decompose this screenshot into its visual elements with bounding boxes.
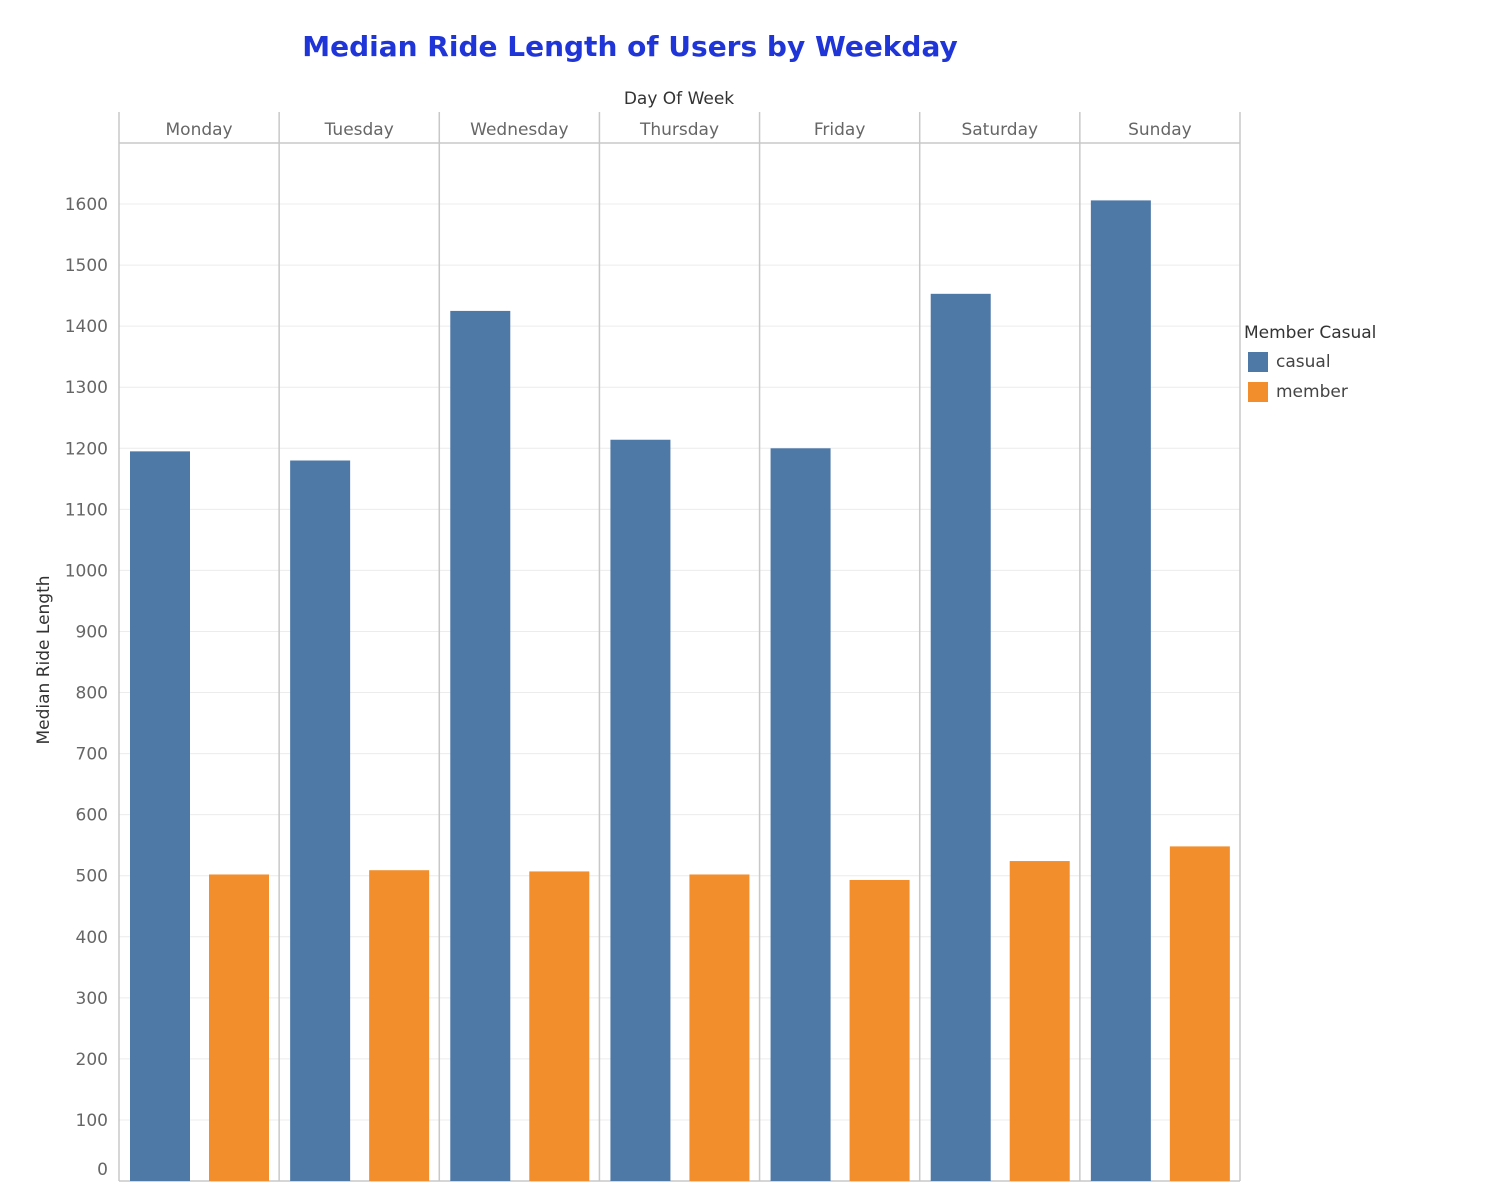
bar-tuesday-member [369, 870, 430, 1181]
y-tick-label: 1300 [65, 378, 108, 398]
chart-title: Median Ride Length of Users by Weekday [302, 30, 958, 63]
grid-lines [119, 203, 1240, 1121]
column-header-sunday: Sunday [1128, 120, 1192, 140]
column-header-tuesday: Tuesday [324, 120, 394, 140]
legend-item-member[interactable]: member [1244, 377, 1376, 407]
bar-wednesday-member [529, 871, 590, 1181]
legend-item-casual[interactable]: casual [1244, 347, 1376, 377]
legend-swatch-member [1248, 382, 1268, 402]
y-tick-label: 200 [76, 1050, 108, 1070]
column-header-wednesday: Wednesday [470, 120, 568, 140]
legend-title: Member Casual [1244, 323, 1377, 343]
column-header-saturday: Saturday [961, 120, 1038, 140]
y-tick-label: 0 [97, 1160, 108, 1180]
column-header-friday: Friday [814, 120, 866, 140]
bar-friday-casual [770, 448, 831, 1181]
y-tick-label: 100 [76, 1111, 108, 1131]
legend: Member Casual casual member [1244, 323, 1376, 407]
y-tick-label: 600 [76, 806, 108, 826]
bars [130, 200, 1230, 1182]
y-tick-label: 1200 [65, 439, 108, 459]
bar-tuesday-casual [290, 460, 351, 1182]
column-header-thursday: Thursday [639, 120, 719, 140]
bar-saturday-member [1009, 861, 1070, 1181]
y-tick-label: 300 [76, 989, 108, 1009]
column-headers: Monday Tuesday Wednesday Thursday Friday Satu… [166, 120, 1192, 140]
bar-monday-casual [130, 451, 190, 1181]
y-tick-label: 1000 [65, 561, 108, 581]
y-tick-label: 500 [76, 867, 108, 887]
bar-friday-member [849, 879, 910, 1181]
bar-sunday-casual [1090, 200, 1151, 1182]
y-tick-label: 400 [76, 928, 108, 948]
bar-thursday-casual [610, 439, 671, 1182]
y-tick-label: 700 [76, 745, 108, 765]
legend-label-member: member [1276, 382, 1348, 402]
y-tick-label: 800 [76, 684, 108, 704]
column-header-title: Day Of Week [624, 89, 734, 109]
bar-monday-member [209, 874, 269, 1181]
legend-label-casual: casual [1276, 352, 1331, 372]
y-tick-label: 1600 [65, 195, 108, 215]
bar-thursday-member [689, 874, 750, 1181]
column-header-monday: Monday [166, 120, 233, 140]
bar-wednesday-casual [450, 310, 511, 1182]
y-tick-label: 1500 [65, 256, 108, 276]
bar-saturday-casual [930, 293, 991, 1181]
y-tick-label: 1100 [65, 500, 108, 520]
bar-sunday-member [1169, 846, 1230, 1181]
y-tick-label: 1400 [65, 317, 108, 337]
legend-swatch-casual [1248, 352, 1268, 372]
y-tick-label: 900 [76, 622, 108, 642]
y-axis-ticks: 0 100 200 300 400 500 600 700 800 900 1000 1100 1200… [65, 195, 108, 1180]
y-axis-title: Median Ride Length [34, 575, 54, 744]
panel-frames [118, 112, 1241, 1182]
